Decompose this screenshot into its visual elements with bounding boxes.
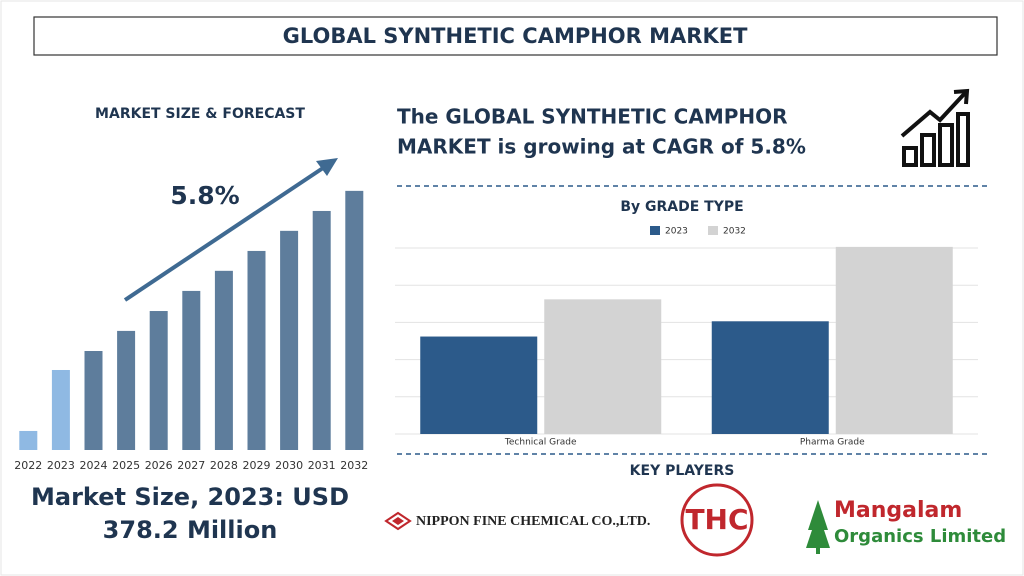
x-tick-label: 2025 <box>112 459 140 472</box>
bar <box>214 270 233 450</box>
player-logo: NIPPON FINE CHEMICAL CO.,LTD. <box>416 514 650 529</box>
x-tick-label: Technical Grade <box>504 438 577 448</box>
bar <box>345 190 364 450</box>
bar <box>149 311 168 450</box>
bar <box>182 290 201 450</box>
x-tick-label: Pharma Grade <box>800 438 865 448</box>
player-logo: THC <box>685 503 748 536</box>
x-tick-label: 2032 <box>340 459 368 472</box>
bar <box>84 351 103 450</box>
bar <box>51 369 70 450</box>
legend-label: 2032 <box>723 227 746 237</box>
cagr-annotation: 5.8% <box>170 181 239 210</box>
player-logo: Organics Limited <box>834 526 1006 547</box>
x-tick-label: 2028 <box>210 459 238 472</box>
bar <box>280 230 299 450</box>
headline: MARKET is growing at CAGR of 5.8% <box>397 135 806 159</box>
player-logo: Mangalam <box>834 498 962 523</box>
arrow-head <box>316 158 338 176</box>
legend-label: 2023 <box>665 227 688 237</box>
logo-ring <box>680 483 754 557</box>
section-title: KEY PLAYERS <box>630 463 735 479</box>
market-size: 378.2 Million <box>103 516 278 544</box>
bar <box>420 336 538 434</box>
x-tick-label: 2031 <box>308 459 336 472</box>
market-size: Market Size, 2023: USD <box>31 483 349 511</box>
bar <box>19 430 38 450</box>
x-tick-label: 2024 <box>80 459 108 472</box>
chart-title: MARKET SIZE & FORECAST <box>95 106 305 122</box>
x-tick-label: 2023 <box>47 459 75 472</box>
x-tick-label: 2022 <box>14 459 42 472</box>
growth-icon <box>900 88 970 167</box>
bar <box>312 210 331 450</box>
logo-icon <box>392 517 404 525</box>
x-tick-label: 2029 <box>243 459 271 472</box>
bar <box>544 299 662 434</box>
x-tick-label: 2027 <box>177 459 205 472</box>
legend-swatch <box>708 226 718 235</box>
x-tick-label: 2026 <box>145 459 173 472</box>
bar <box>835 246 953 434</box>
bar <box>117 330 136 450</box>
legend-swatch <box>650 226 660 235</box>
chart-title: By GRADE TYPE <box>620 199 743 215</box>
logo-icon <box>384 511 412 531</box>
bar <box>247 250 266 450</box>
trend-arrow <box>123 164 328 302</box>
headline: The GLOBAL SYNTHETIC CAMPHOR <box>397 105 788 129</box>
x-tick-label: 2030 <box>275 459 303 472</box>
tree-icon <box>806 500 830 554</box>
title-box <box>33 16 998 56</box>
title: GLOBAL SYNTHETIC CAMPHOR MARKET <box>283 24 748 48</box>
bar <box>711 321 829 434</box>
